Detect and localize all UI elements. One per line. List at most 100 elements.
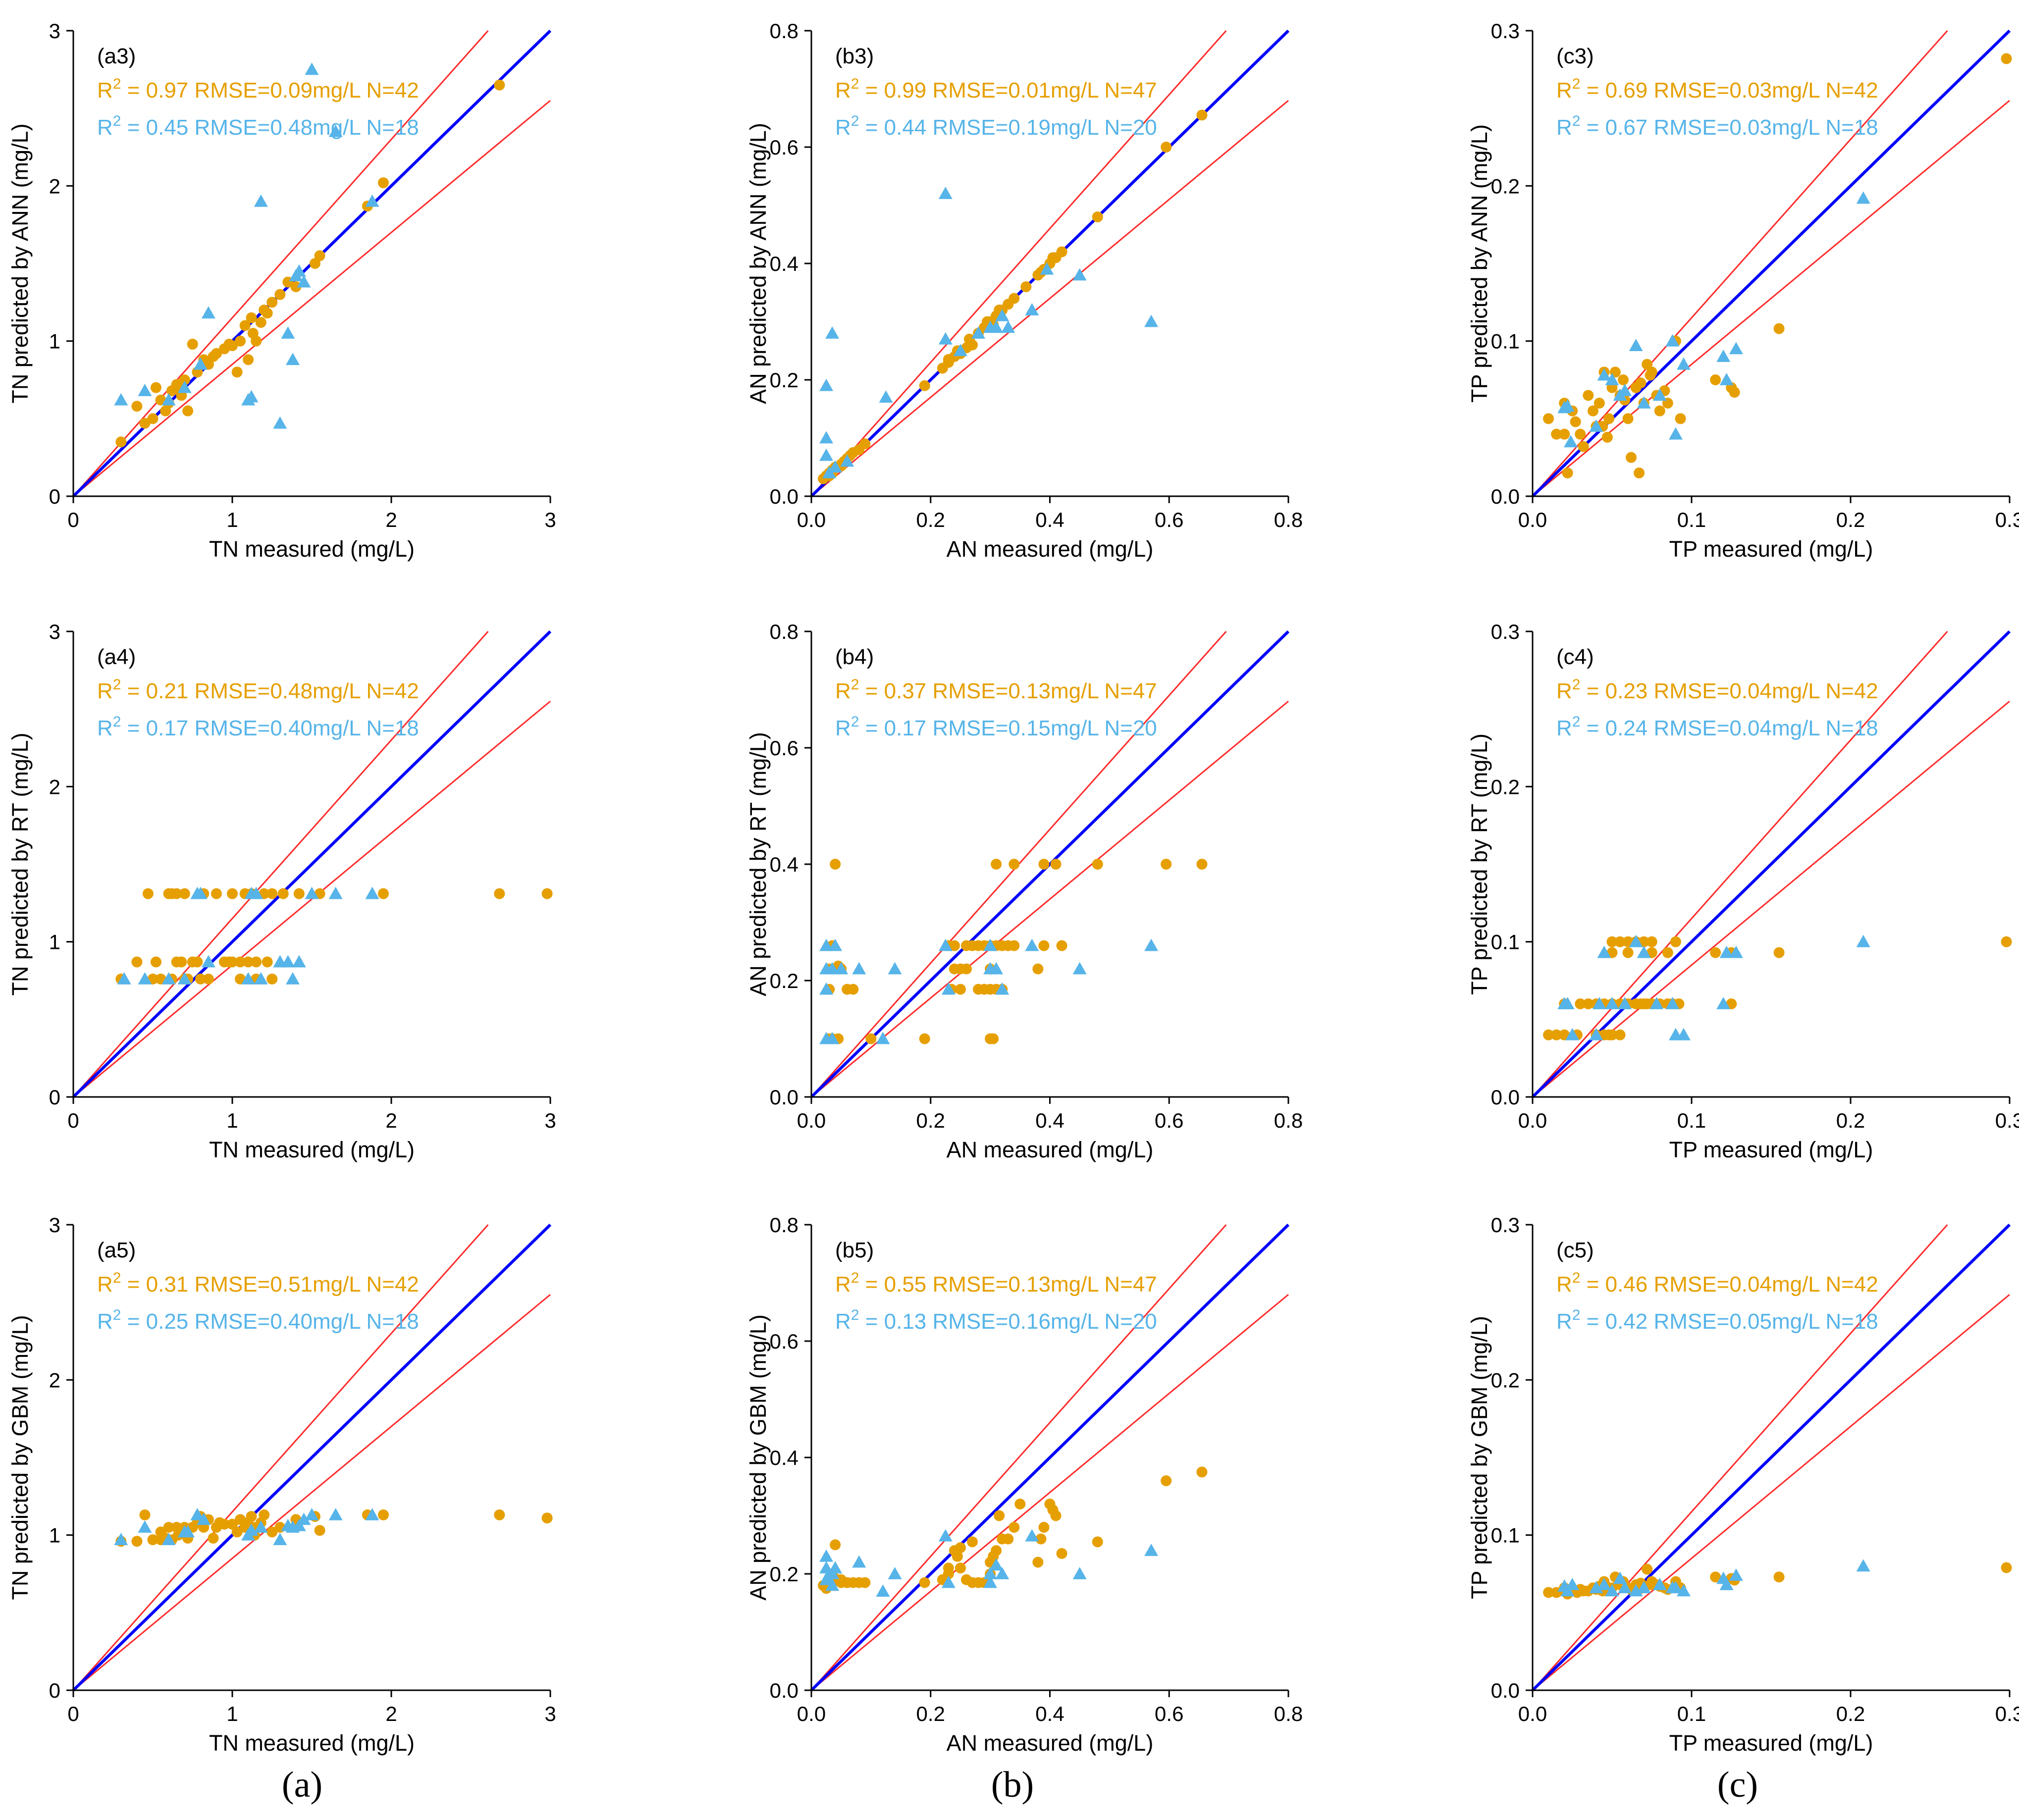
r-squared-symbol: R [835,115,851,140]
r-squared-exponent: 2 [113,714,121,730]
separator [1647,115,1653,140]
panel-c3: 0.0 0.1 0.2 0.3 0.0 0.1 0.2 0.3 TP measured (mg/… [1467,19,2019,562]
rmse-n-text: RMSE=0.15mg/L N=20 [933,716,1157,740]
data-point [825,1578,840,1591]
data-point [223,338,235,350]
data-point [1589,1581,1603,1594]
data-point [1092,211,1103,222]
separator [1647,78,1653,103]
data-point [1719,1577,1734,1590]
data-point [1578,1585,1589,1597]
rmse-n-text: RMSE=0.04mg/L N=42 [1654,1272,1878,1297]
data-point [995,309,1010,321]
panel-b4: 0.0 0.2 0.4 0.6 0.8 0.0 0.2 0.4 0.6 0.8 AN measure… [745,620,1303,1162]
data-point [1856,935,1870,947]
data-point [991,859,1002,870]
data-point [1009,1522,1020,1533]
lower-bound-line [73,700,551,1098]
y-tick-label: 0.2 [1491,174,1520,198]
r-squared-value: 0.31 [146,1272,189,1297]
data-point [131,401,143,412]
stats-line-2: R2 = 0.44 RMSE=0.19mg/L N=20 [835,113,1157,140]
x-tick-label: 0.8 [1274,508,1303,531]
separator [926,1272,932,1297]
y-tick-label: 0.3 [1491,620,1520,643]
x-tick-label: 0.3 [1995,508,2019,531]
data-point [1637,396,1651,409]
data-point [888,962,902,975]
data-point [246,1511,257,1522]
data-point [1560,1584,1575,1597]
data-point [825,962,840,975]
data-point [2001,53,2012,64]
stats-line-1: R2 = 0.99 RMSE=0.01mg/L N=47 [835,76,1157,103]
data-point [983,938,998,951]
x-tick-label: 0.6 [1155,1702,1183,1725]
data-point [955,1542,966,1554]
r-squared-symbol: R [97,1309,113,1334]
data-point [1035,1533,1047,1545]
panel-label: (b3) [835,44,874,68]
data-point [1543,1587,1554,1598]
separator [926,78,932,103]
data-point [1594,398,1605,409]
data-point [328,124,343,137]
x-tick-label: 2 [385,508,397,531]
x-tick-label: 1 [226,1109,238,1132]
data-point [1729,945,1743,958]
x-axis-label: AN measured (mg/L) [947,1730,1154,1756]
data-point [193,886,208,899]
x-tick-label: 0.3 [1995,1702,2019,1725]
x-tick-label: 0.0 [797,1109,826,1132]
data-point [949,940,960,951]
r-squared-exponent: 2 [1572,1270,1581,1286]
data-point [1665,334,1680,347]
data-point [1092,1536,1103,1548]
y-tick-label: 3 [49,620,60,643]
data-point [1009,940,1020,951]
x-axis-label: TP measured (mg/L) [1669,1730,1873,1756]
data-point [1032,963,1044,975]
data-point [243,956,254,968]
data-point [1056,940,1067,951]
data-point [825,326,840,339]
lower-bound-line [811,700,1289,1098]
data-point [227,888,238,899]
rmse-n-text: RMSE=0.40mg/L N=18 [195,716,419,740]
stats-line-1: R2 = 0.97 RMSE=0.09mg/L N=42 [97,76,419,103]
data-point [943,1562,954,1574]
data-point [285,353,300,365]
r-squared-value: 0.67 [1605,115,1648,140]
data-point [292,1518,306,1531]
stats-line-2: R2 = 0.42 RMSE=0.05mg/L N=18 [1556,1307,1878,1334]
stats-line-1: R2 = 0.69 RMSE=0.03mg/L N=42 [1556,76,1878,103]
separator [1647,1309,1653,1334]
data-point [1729,342,1743,355]
data-point [274,289,286,300]
data-point [828,460,843,473]
data-point [991,1545,1002,1556]
r-squared-value: 0.44 [884,115,927,140]
data-point [1773,947,1785,958]
column-label: (a) [282,1765,322,1805]
y-tick-label: 0.6 [770,1330,798,1353]
panel-label: (b5) [835,1238,874,1262]
x-tick-label: 1 [226,1702,238,1725]
x-axis-label: TN measured (mg/L) [209,536,415,562]
data-point [960,940,972,951]
panel-a3: 0 1 2 3 0 1 2 3 TN measured (mg/L) TN predicted b… [7,19,556,562]
data-point [1676,357,1691,370]
series-2 [114,62,379,429]
data-point [1570,416,1581,427]
separator [188,78,194,103]
data-point [879,390,893,403]
x-tick-label: 0.2 [1836,1109,1865,1132]
separator [926,679,932,703]
data-point [1635,377,1647,389]
data-point [1634,468,1645,478]
stats-line-2: R2 = 0.24 RMSE=0.04mg/L N=18 [1556,714,1878,740]
r-squared-symbol: R [835,1272,851,1297]
r-squared-exponent: 2 [1572,676,1581,693]
series-2 [114,1508,379,1545]
data-point [1196,1466,1208,1478]
